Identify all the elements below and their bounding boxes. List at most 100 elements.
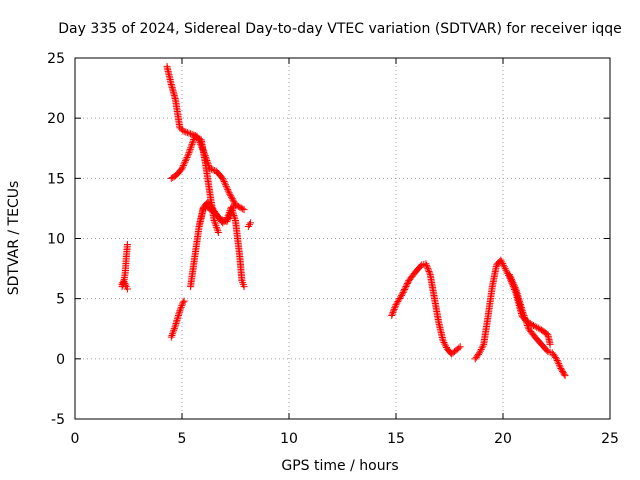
data-point — [524, 321, 532, 329]
data-point — [217, 215, 225, 223]
data-point — [222, 181, 230, 189]
data-point — [189, 139, 197, 147]
data-point — [214, 227, 222, 235]
data-point — [475, 349, 483, 357]
data-point — [182, 128, 190, 136]
x-tick-label: 10 — [280, 431, 298, 447]
data-point — [478, 344, 486, 352]
data-point — [183, 129, 191, 137]
y-tick-label: 15 — [47, 171, 65, 187]
data-point — [477, 345, 485, 353]
x-tick-label: 5 — [178, 431, 187, 447]
data-point — [185, 129, 193, 137]
data-point — [551, 353, 559, 361]
data-point — [211, 218, 219, 226]
data-point — [180, 297, 188, 305]
data-point — [556, 363, 564, 371]
data-point — [519, 310, 527, 318]
data-point — [398, 291, 406, 299]
data-point — [401, 285, 409, 293]
data-point — [543, 346, 551, 354]
data-point — [524, 323, 532, 331]
data-point — [508, 277, 516, 285]
data-point — [400, 287, 408, 295]
data-point — [424, 266, 432, 274]
data-point — [521, 315, 529, 323]
data-point — [240, 283, 248, 291]
data-point — [212, 222, 220, 230]
data-point — [229, 203, 237, 211]
data-point — [178, 300, 186, 308]
data-point — [181, 158, 189, 166]
data-point — [555, 360, 563, 368]
data-point — [519, 308, 527, 316]
data-point — [176, 307, 184, 315]
data-point — [178, 165, 186, 173]
data-point — [226, 211, 234, 219]
data-point — [499, 260, 507, 268]
data-point — [442, 342, 450, 350]
data-point — [528, 321, 536, 329]
data-point — [170, 325, 178, 333]
data-point — [403, 281, 411, 289]
data-point — [240, 206, 248, 214]
data-point — [169, 328, 177, 336]
data-point — [225, 213, 233, 221]
data-point — [391, 302, 399, 310]
data-point — [511, 283, 519, 291]
data-point — [388, 310, 396, 318]
data-point — [219, 176, 227, 184]
data-point — [560, 370, 568, 378]
grid — [75, 58, 610, 419]
data-point — [168, 331, 176, 339]
data-point — [227, 192, 235, 200]
data-point — [510, 282, 518, 290]
data-point — [230, 198, 238, 206]
data-point — [505, 271, 513, 279]
data-point — [501, 265, 509, 273]
data-point — [186, 147, 194, 155]
data-point — [237, 204, 245, 212]
data-point — [423, 263, 431, 271]
data-point — [226, 190, 234, 198]
data-point — [184, 150, 192, 158]
data-point — [239, 205, 247, 213]
data-point — [559, 369, 567, 377]
y-axis-label: SDTVAR / TECUs — [6, 181, 22, 296]
data-point — [231, 215, 239, 223]
y-tick-label: 10 — [47, 232, 65, 248]
data-point — [180, 160, 188, 168]
data-point — [389, 308, 397, 316]
data-point — [211, 220, 219, 228]
data-point — [502, 266, 510, 274]
data-point — [479, 342, 487, 350]
data-point — [177, 303, 185, 311]
data-point — [182, 157, 190, 165]
data-point — [390, 305, 398, 313]
data-point — [220, 178, 228, 186]
data-point — [246, 219, 254, 227]
data-point — [558, 366, 566, 374]
data-point — [553, 356, 561, 364]
data-point — [423, 261, 431, 269]
data-point — [192, 133, 200, 141]
data-point — [227, 193, 235, 201]
data-point — [508, 275, 516, 283]
data-point — [179, 161, 187, 169]
data-point — [223, 218, 231, 226]
data-point — [227, 210, 235, 218]
data-point — [399, 288, 407, 296]
data-point — [184, 152, 192, 160]
data-point — [401, 284, 409, 292]
data-point — [236, 203, 244, 211]
data-point — [546, 340, 554, 348]
data-point — [507, 274, 515, 282]
y-tick-label: -5 — [51, 412, 65, 428]
data-point — [510, 280, 518, 288]
data-point — [228, 195, 236, 203]
data-point — [228, 206, 236, 214]
data-point — [229, 196, 237, 204]
data-point — [210, 216, 218, 224]
data-point — [188, 140, 196, 148]
data-point — [390, 307, 398, 315]
